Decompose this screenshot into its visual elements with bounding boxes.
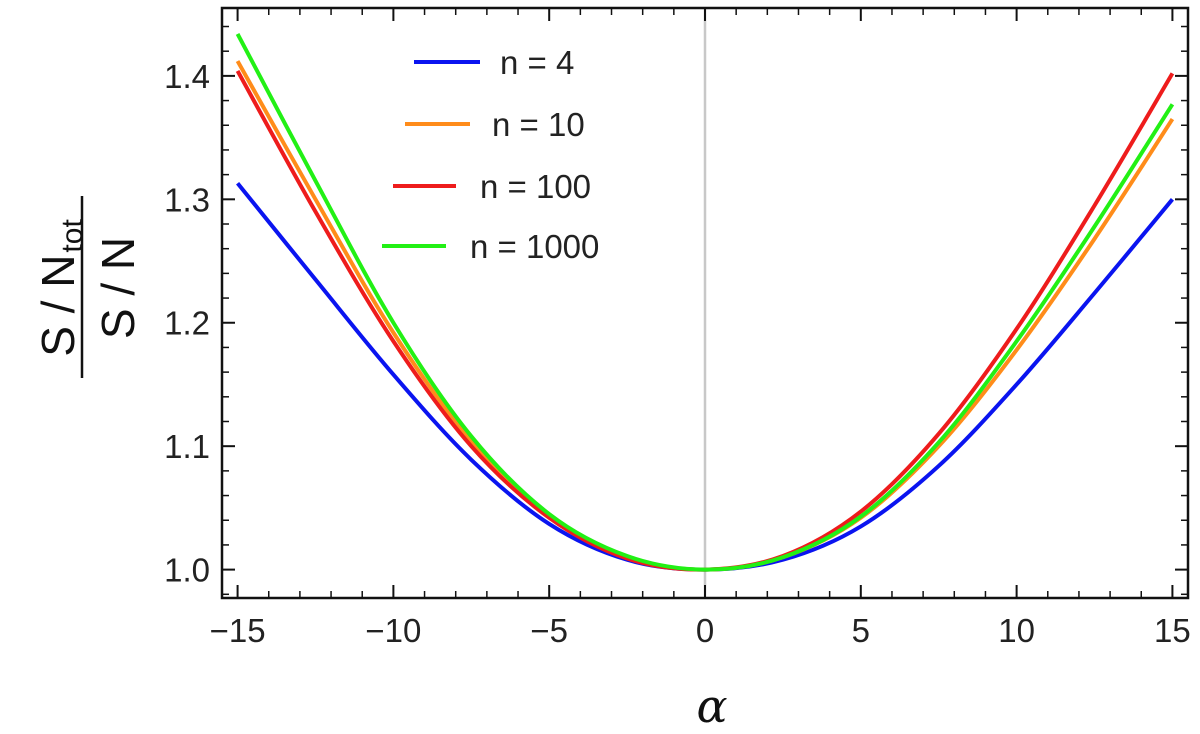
y-tick-label: 1.1 [164, 428, 210, 465]
legend-label-3: n = 100 [480, 168, 591, 205]
x-tick-label: −15 [210, 612, 266, 649]
x-tick-label: −10 [365, 612, 421, 649]
y-tick-label: 1.4 [164, 58, 210, 95]
x-tick-label: 10 [998, 612, 1035, 649]
x-tick-label: 0 [696, 612, 714, 649]
series-line-4 [235, 32, 1175, 572]
legend-label-1: n = 4 [500, 44, 574, 81]
legend: n = 4 n = 10 n = 100 n = 1000 [382, 44, 599, 265]
x-tick-label: −5 [530, 612, 568, 649]
y-tick-label: 1.3 [164, 181, 210, 218]
y-tick-label: 1.0 [164, 552, 210, 589]
axis-ticks: −15 −10 −5 0 5 10 15 1.0 1.1 1.2 1.3 1.4 [164, 8, 1191, 649]
x-tick-label: 5 [852, 612, 870, 649]
x-axis-label: α [696, 679, 727, 733]
x-tick-label: 15 [1154, 612, 1191, 649]
y-axis-label-denominator: S / N [92, 237, 144, 339]
legend-label-4: n = 1000 [470, 228, 599, 265]
y-axis-label: S / Ntot S / N [32, 196, 144, 378]
series-layer [235, 32, 1175, 572]
legend-label-2: n = 10 [492, 106, 585, 143]
y-tick-label: 1.2 [164, 305, 210, 342]
y-axis-label-numerator: S / Ntot [32, 219, 89, 357]
